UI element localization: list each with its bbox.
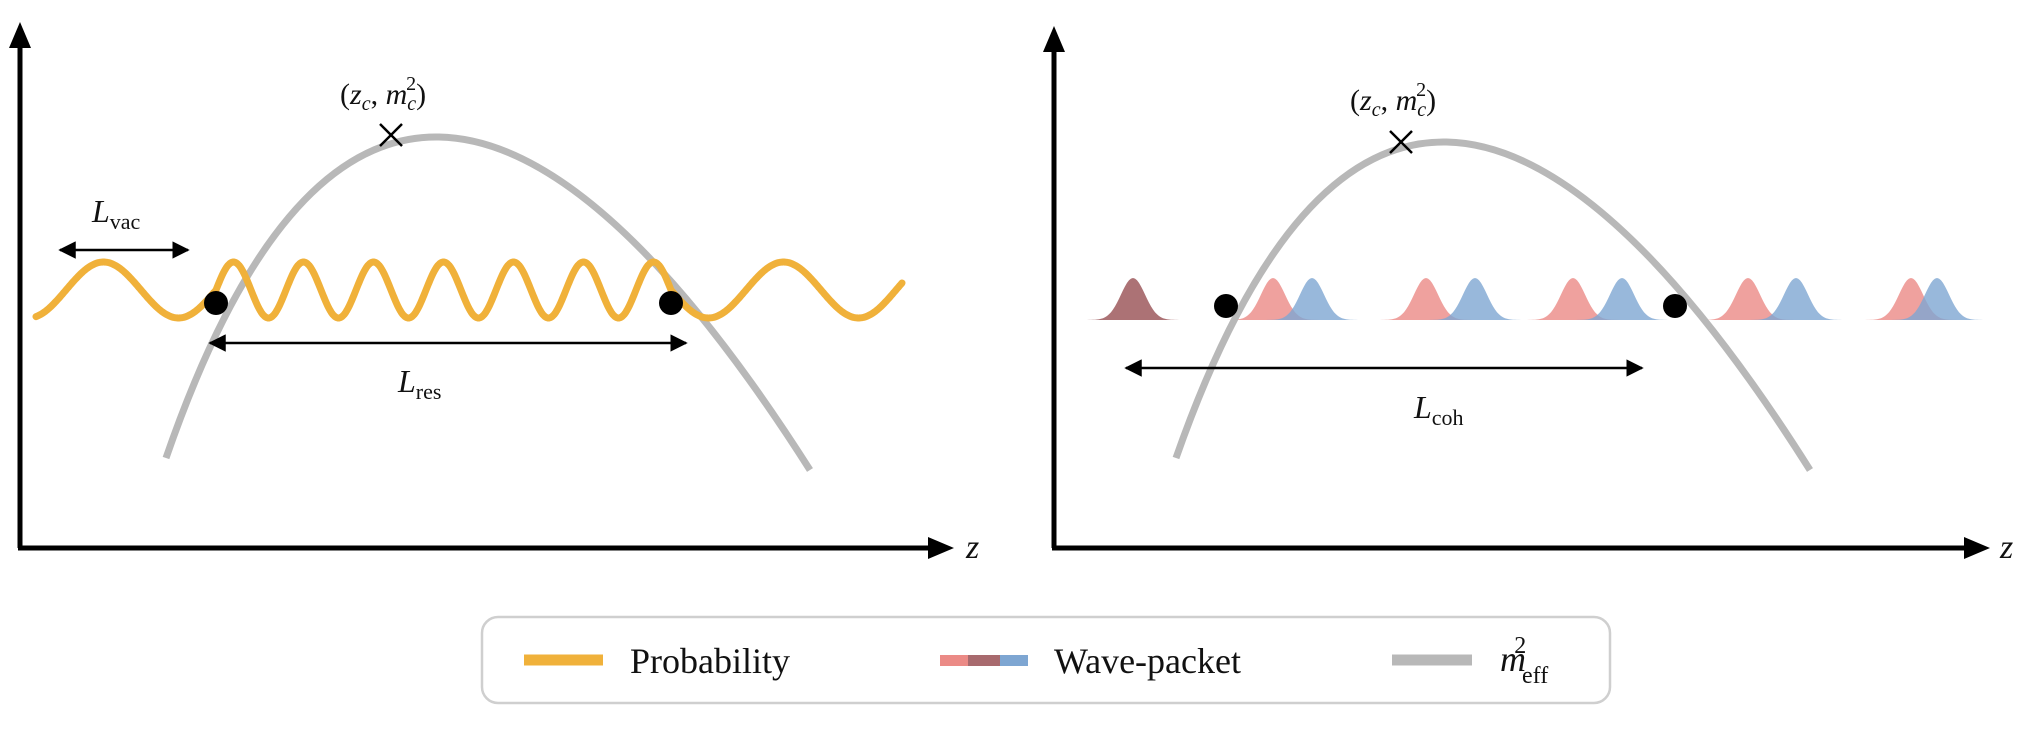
left-peak-label: (zc, mc2) bbox=[340, 73, 426, 115]
right-panel: z (zc, mc2) Lcoh bbox=[1043, 26, 2013, 566]
legend-m-eff-label: meff2 bbox=[1500, 633, 1548, 689]
wave-packet-bump bbox=[1891, 278, 1983, 320]
right-resonance-dot-2 bbox=[1663, 294, 1687, 318]
left-resonance-dot-1 bbox=[204, 291, 228, 315]
wave-packet-bump bbox=[1227, 278, 1319, 320]
coh-length-label: Lcoh bbox=[1413, 389, 1464, 430]
right-peak-marker bbox=[1389, 130, 1413, 154]
wave-packet-bump bbox=[1702, 278, 1794, 320]
left-resonance-dot-2 bbox=[659, 291, 683, 315]
wave-packet-bump bbox=[1750, 278, 1842, 320]
wave-packet-bump bbox=[1527, 278, 1619, 320]
left-mass-curve bbox=[162, 133, 813, 472]
left-axis-label: z bbox=[965, 529, 979, 566]
left-peak-marker bbox=[379, 123, 403, 147]
legend: Probability Wave-packet meff2 bbox=[480, 615, 1612, 705]
left-y-axis-arrowhead bbox=[9, 22, 31, 48]
res-length-label: Lres bbox=[397, 363, 441, 404]
right-resonance-dot-1 bbox=[1214, 294, 1238, 318]
legend-wave-packet-swatch bbox=[940, 655, 1028, 666]
right-y-axis-arrowhead bbox=[1043, 26, 1065, 52]
right-peak-label: (zc, mc2) bbox=[1350, 79, 1436, 121]
probability-wave bbox=[32, 258, 906, 322]
wave-packet-bump bbox=[1087, 278, 1179, 320]
wave-packet-bump bbox=[1266, 278, 1358, 320]
wave-packet-bump bbox=[1576, 278, 1668, 320]
right-axis-label: z bbox=[1999, 529, 2013, 566]
wave-packet-bump bbox=[1429, 278, 1521, 320]
left-x-axis-arrowhead bbox=[928, 537, 954, 559]
wave-packet-bump bbox=[1865, 278, 1957, 320]
vac-length-label: Lvac bbox=[91, 193, 141, 234]
wave-packet-bump bbox=[1380, 278, 1472, 320]
legend-probability-label: Probability bbox=[630, 641, 790, 681]
right-x-axis-arrowhead bbox=[1964, 537, 1990, 559]
legend-wave-packet-label: Wave-packet bbox=[1054, 641, 1241, 681]
right-mass-curve bbox=[1172, 138, 1813, 472]
wave-packets bbox=[1087, 278, 1983, 320]
legend-box bbox=[480, 615, 1612, 705]
left-panel: z (zc, mc2) Lvac Lres bbox=[9, 22, 979, 566]
